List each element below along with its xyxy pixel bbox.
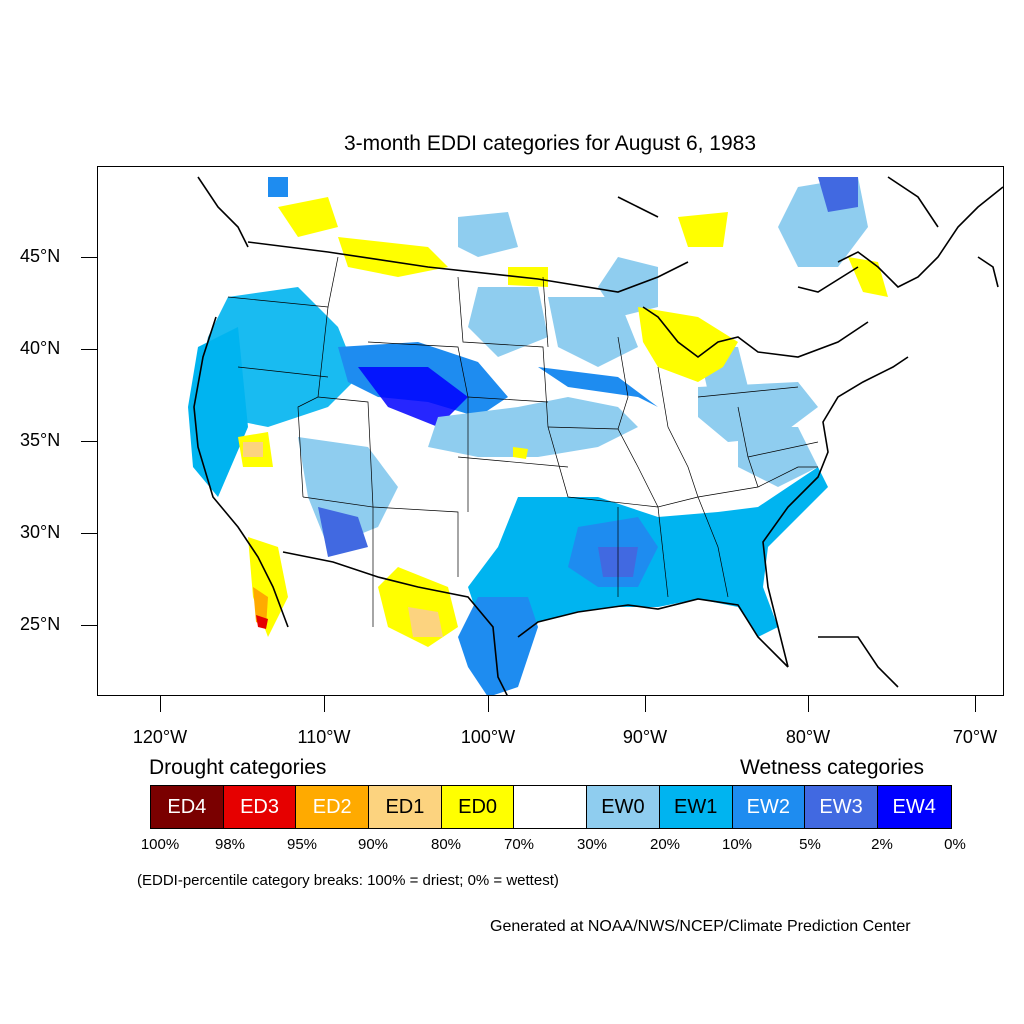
legend-box-neutral: [514, 786, 588, 828]
map-panel: [97, 166, 1004, 696]
break-label: 10%: [721, 836, 753, 853]
lat-label-25n: 25°N: [20, 614, 61, 634]
break-label: 20%: [649, 836, 681, 853]
lat-tick: [81, 257, 97, 258]
credit-line: Generated at NOAA/NWS/NCEP/Climate Predi…: [490, 918, 911, 935]
lon-tick: [808, 696, 809, 712]
legend-box-ed3: ED3: [223, 786, 297, 828]
lat-label-30n: 30°N: [20, 522, 61, 542]
break-label: 80%: [430, 836, 462, 853]
lat-label-40n: 40°N: [20, 338, 61, 358]
wet-patches: [188, 177, 868, 695]
drought-categories-heading: Drought categories: [149, 756, 327, 779]
lon-label-110w: 110°W: [297, 727, 351, 747]
break-label: 100%: [140, 836, 180, 853]
lat-label-35n: 35°N: [20, 430, 61, 450]
lon-tick: [645, 696, 646, 712]
category-legend: ED4 ED3 ED2 ED1 ED0 EW0 EW1 EW2 EW3 EW4: [150, 785, 952, 829]
break-label: 5%: [799, 836, 821, 853]
lon-label-80w: 80°W: [785, 727, 831, 747]
lat-tick: [81, 625, 97, 626]
break-label: 90%: [357, 836, 389, 853]
lon-tick: [975, 696, 976, 712]
lon-label-90w: 90°W: [622, 727, 668, 747]
category-note: (EDDI-percentile category breaks: 100% =…: [137, 872, 559, 889]
legend-box-ew3: EW3: [805, 786, 878, 828]
wetness-categories-heading: Wetness categories: [740, 756, 925, 779]
legend-box-ew4: EW4: [877, 786, 951, 828]
lat-tick: [81, 349, 97, 350]
lon-label-120w: 120°W: [132, 727, 188, 747]
lon-tick: [160, 696, 161, 712]
map-title: 3-month EDDI categories for August 6, 19…: [343, 132, 757, 155]
legend-box-ew1: EW1: [659, 786, 733, 828]
lon-tick: [324, 696, 325, 712]
legend-box-ed4: ED4: [151, 786, 224, 828]
lon-label-70w: 70°W: [952, 727, 998, 747]
lat-tick: [81, 441, 97, 442]
break-label: 98%: [214, 836, 246, 853]
break-label: 95%: [286, 836, 318, 853]
break-label: 2%: [871, 836, 893, 853]
legend-box-ew2: EW2: [732, 786, 806, 828]
state-lines: [227, 256, 819, 627]
legend-box-ed0: ED0: [441, 786, 515, 828]
break-label: 70%: [503, 836, 535, 853]
break-label: 30%: [576, 836, 608, 853]
legend-box-ed2: ED2: [296, 786, 370, 828]
lat-tick: [81, 533, 97, 534]
legend-box-ed1: ED1: [369, 786, 442, 828]
lon-label-100w: 100°W: [460, 727, 516, 747]
break-label: 0%: [944, 836, 966, 853]
boundaries: [193, 176, 1003, 695]
legend-box-ew0: EW0: [587, 786, 660, 828]
lat-label-45n: 45°N: [20, 246, 61, 266]
eddi-map: [163, 176, 1003, 695]
lon-tick: [488, 696, 489, 712]
